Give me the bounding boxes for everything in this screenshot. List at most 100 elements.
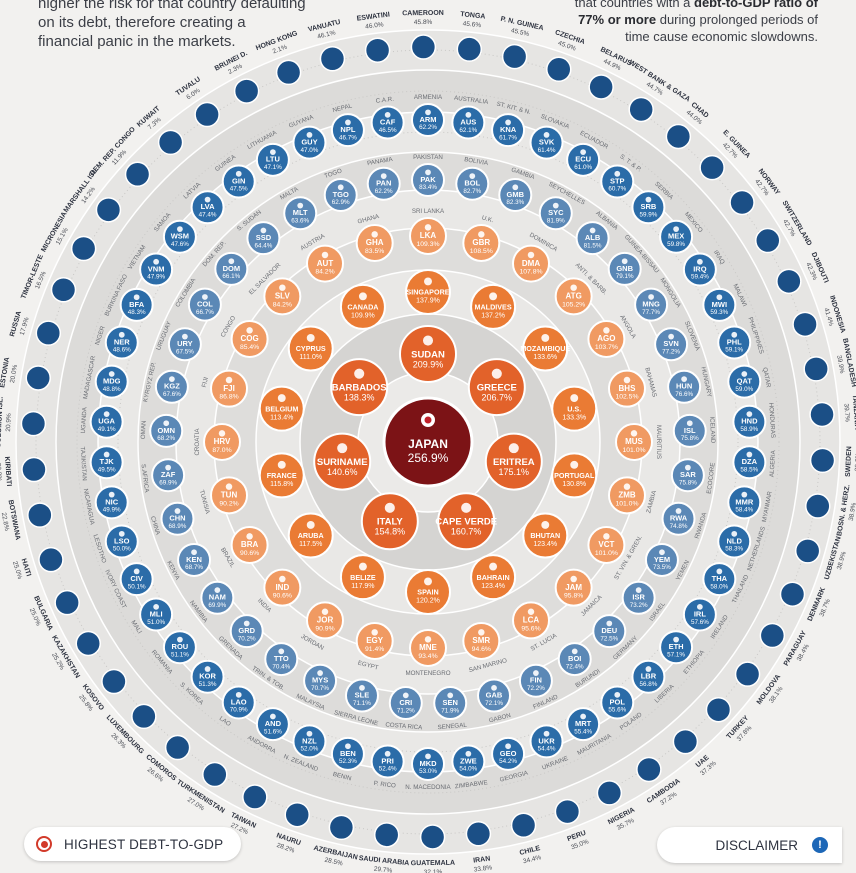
country-name-zwe: ZIMBABWE bbox=[454, 779, 488, 790]
flag-icon bbox=[681, 376, 687, 383]
flag-icon bbox=[345, 119, 351, 126]
bubble-label-belgium: BELGIUM bbox=[265, 404, 298, 413]
bubble-aruba bbox=[287, 512, 334, 559]
bubble-value-atg: 105.2% bbox=[562, 301, 585, 308]
bubble-label-bfa: BFA bbox=[129, 300, 145, 309]
disclaimer-button[interactable]: DISCLAIMER ! bbox=[657, 827, 842, 863]
bubble-value-gab: 72.1% bbox=[485, 700, 503, 707]
bubble-label-kna: KNA bbox=[500, 125, 517, 134]
bubble-label-irl: IRL bbox=[694, 609, 707, 618]
bubble-atg bbox=[554, 277, 593, 316]
bubble-barbados bbox=[330, 358, 389, 417]
bubble-nigeria bbox=[596, 780, 623, 806]
bubble-value-dom: 66.1% bbox=[222, 273, 240, 280]
country-name-qat: QATAR bbox=[761, 367, 772, 389]
bubble-value-zwe: 54.0% bbox=[459, 766, 477, 773]
bubble-value-phl: 59.1% bbox=[725, 347, 743, 354]
flag-icon bbox=[225, 376, 233, 384]
flag-icon bbox=[478, 629, 485, 636]
bubble-comoros bbox=[164, 734, 191, 761]
flag-icon bbox=[182, 333, 188, 340]
bubble-label-tjk: TJK bbox=[100, 457, 115, 466]
bubble-label-lbr: LBR bbox=[641, 672, 657, 681]
bubble-label-wsm: WSM bbox=[171, 232, 189, 241]
bubble-bhs bbox=[607, 369, 646, 408]
bubble-boi bbox=[557, 642, 592, 677]
outer-name: CAMEROON bbox=[402, 10, 444, 17]
bubble-value-svn: 77.2% bbox=[662, 349, 680, 356]
bubble-value-nic: 49.9% bbox=[103, 507, 121, 514]
flag-icon bbox=[202, 294, 208, 300]
bubble-marshall-isl bbox=[95, 197, 122, 223]
flag-icon bbox=[541, 521, 550, 529]
bubble-value-alb: 81.5% bbox=[584, 242, 602, 249]
flag-icon bbox=[345, 743, 351, 750]
bubble-label-mex: MEX bbox=[668, 232, 684, 241]
bubble-value-belgium: 113.4% bbox=[270, 414, 293, 421]
bubble-label-gab: GAB bbox=[486, 690, 503, 699]
flag-icon bbox=[118, 530, 125, 537]
flag-icon bbox=[165, 464, 172, 471]
country-name-caf: C.A.R. bbox=[375, 96, 394, 105]
bubble-peru bbox=[554, 798, 581, 825]
flag-icon bbox=[306, 132, 313, 138]
bubble-value-jam: 95.8% bbox=[564, 593, 583, 600]
bubble-irq bbox=[682, 252, 717, 287]
flag-icon bbox=[635, 587, 642, 593]
bubble-value-mex: 59.8% bbox=[667, 241, 685, 248]
bubble-value-mlt: 63.6% bbox=[291, 217, 309, 224]
bubble-cri bbox=[388, 686, 423, 721]
bubble-mozambique bbox=[522, 325, 569, 372]
bubble-hun bbox=[667, 369, 702, 404]
bubble-label-isr: ISR bbox=[632, 593, 645, 602]
country-name-arm: ARMENIA bbox=[414, 94, 443, 101]
bubble-mne bbox=[409, 629, 447, 667]
bubble-label-tha: THA bbox=[712, 574, 728, 583]
bubble-label-rou: ROU bbox=[172, 642, 189, 651]
flag-icon bbox=[580, 713, 587, 720]
bubble-canada bbox=[339, 283, 386, 330]
outer-value: 20.9% bbox=[0, 463, 3, 482]
center-value: 256.9% bbox=[408, 451, 449, 465]
bubble-value-cyprus: 111.0% bbox=[299, 354, 322, 361]
bubble-label-svn: SVN bbox=[663, 339, 678, 348]
bubble-value-eritrea: 175.1% bbox=[499, 467, 530, 477]
bubble-label-lca: LCA bbox=[523, 616, 540, 625]
flag-icon bbox=[118, 331, 125, 338]
bubble-label-jor: JOR bbox=[317, 616, 334, 625]
bubble-isr bbox=[621, 580, 656, 615]
bubble-label-nld: NLD bbox=[727, 536, 743, 545]
flag-icon bbox=[218, 430, 226, 437]
info-icon: ! bbox=[812, 837, 828, 853]
flag-icon bbox=[337, 184, 344, 191]
bubble-value-nzl: 52.0% bbox=[301, 746, 319, 753]
outer-value: 45.6% bbox=[462, 20, 481, 29]
flag-icon bbox=[371, 231, 378, 238]
bubble-value-caf: 46.5% bbox=[379, 127, 397, 134]
bubble-value-jor: 90.9% bbox=[315, 625, 334, 632]
bubble-value-arm: 62.2% bbox=[419, 124, 437, 131]
bubble-label-ind: IND bbox=[275, 583, 289, 592]
bubble-pri bbox=[370, 744, 405, 779]
bubble-value-fin: 72.2% bbox=[527, 685, 545, 692]
bubble-uae bbox=[672, 728, 699, 755]
bubble-botswana bbox=[27, 502, 53, 528]
bubble-dom bbox=[214, 251, 249, 286]
flag-icon bbox=[424, 636, 432, 643]
bubble-label-mlt: MLT bbox=[293, 208, 308, 217]
bubble-cameroon bbox=[410, 34, 437, 60]
outer-name: IRAN bbox=[473, 855, 491, 864]
bubble-label-gha: GHA bbox=[366, 238, 384, 247]
bubble-isl bbox=[672, 413, 707, 448]
country-name-uga: UGANDA bbox=[80, 406, 89, 434]
bubble-qat bbox=[727, 364, 762, 399]
bubble-value-rou: 51.1% bbox=[171, 651, 189, 658]
bubble-hrv bbox=[203, 423, 241, 461]
bubble-value-spain: 120.2% bbox=[416, 598, 440, 605]
bubble-ltu bbox=[255, 142, 290, 177]
bubble-value-ago: 103.7% bbox=[595, 344, 618, 351]
